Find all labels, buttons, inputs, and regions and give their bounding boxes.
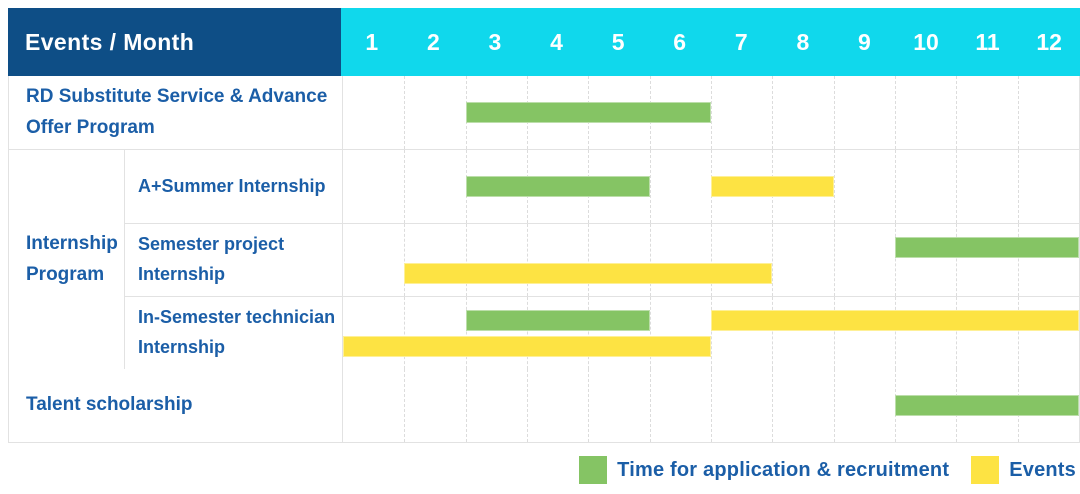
row-timeline bbox=[342, 150, 1079, 223]
month-gridline bbox=[956, 76, 958, 149]
row-label: RD Substitute Service & Advance Offer Pr… bbox=[26, 86, 328, 138]
month-gridline bbox=[404, 150, 406, 223]
month-gridline bbox=[404, 369, 406, 442]
month-gridline bbox=[711, 369, 712, 442]
month-header-row: 1 2 3 4 5 6 7 8 9 10 11 12 bbox=[341, 8, 1080, 76]
month-gridline bbox=[1017, 297, 1019, 369]
month-label: 11 bbox=[975, 28, 1000, 55]
month-gridline bbox=[711, 224, 712, 296]
month-gridline bbox=[465, 369, 467, 442]
month-label: 6 bbox=[673, 28, 687, 55]
table-row: A+Summer Internship bbox=[125, 150, 1079, 223]
group-label: Internship Program bbox=[9, 150, 125, 369]
month-gridline bbox=[1017, 150, 1019, 223]
month-gridline bbox=[956, 297, 958, 369]
gantt-bar-events bbox=[343, 336, 711, 357]
month-gridline bbox=[956, 224, 958, 296]
internship-program-group: Internship Program A+Summer Internship S… bbox=[9, 149, 1079, 369]
month-gridline bbox=[465, 224, 467, 296]
gantt-bar-recruitment bbox=[895, 395, 1079, 416]
month-label: 9 bbox=[858, 28, 871, 55]
month-gridline bbox=[404, 224, 406, 296]
month-label: 5 bbox=[611, 28, 625, 55]
table-row: In-Semester technician Internship bbox=[125, 296, 1079, 369]
gantt-bar-events bbox=[711, 310, 1079, 331]
row-timeline bbox=[342, 297, 1079, 369]
month-gridline bbox=[772, 369, 774, 442]
recruitment-swatch bbox=[579, 456, 608, 484]
month-label: 4 bbox=[550, 28, 563, 55]
month-gridline bbox=[527, 297, 528, 369]
month-gridline bbox=[527, 369, 528, 442]
month-gridline bbox=[772, 76, 774, 149]
gantt-bar-recruitment bbox=[465, 176, 650, 197]
month-gridline bbox=[833, 369, 835, 442]
table-header-title: Events / Month bbox=[8, 8, 341, 76]
month-gridline bbox=[404, 297, 406, 369]
month-gridline bbox=[895, 150, 896, 223]
events-month-table: Events / Month 1 2 3 4 5 6 7 8 9 10 11 12 RD Substi… bbox=[8, 8, 1080, 443]
month-gridline bbox=[588, 369, 590, 442]
month-gridline bbox=[649, 224, 651, 296]
group-subrows: A+Summer Internship Semester project Int… bbox=[125, 150, 1079, 369]
month-label: 8 bbox=[796, 28, 810, 55]
month-label: 12 bbox=[1036, 28, 1062, 55]
month-gridline bbox=[956, 150, 958, 223]
row-label: A+Summer Internship bbox=[138, 175, 326, 196]
legend-label: Time for application & recruitment bbox=[617, 458, 950, 481]
month-gridline bbox=[833, 224, 835, 296]
gantt-bar-recruitment bbox=[465, 310, 650, 331]
month-gridline bbox=[833, 297, 835, 369]
month-gridline bbox=[772, 297, 774, 369]
gantt-bar-recruitment bbox=[465, 102, 711, 123]
month-gridline bbox=[649, 369, 651, 442]
month-gridline bbox=[895, 76, 896, 149]
month-gridline bbox=[1017, 224, 1019, 296]
month-label: 1 bbox=[365, 28, 379, 55]
month-gridline bbox=[404, 76, 406, 149]
month-gridline bbox=[711, 76, 712, 149]
legend-item: Events bbox=[971, 456, 1076, 484]
row-label: In-Semester technician Internship bbox=[138, 307, 336, 357]
legend-label: Events bbox=[1009, 458, 1076, 481]
month-gridline bbox=[772, 224, 774, 296]
row-label: Talent scholarship bbox=[26, 394, 193, 416]
table-row: RD Substitute Service & Advance Offer Pr… bbox=[9, 76, 1079, 149]
month-label: 7 bbox=[734, 28, 748, 55]
row-label: Semester project Internship bbox=[138, 234, 285, 284]
month-gridline bbox=[711, 297, 712, 369]
month-gridline bbox=[895, 224, 896, 296]
month-gridline bbox=[833, 76, 835, 149]
row-timeline bbox=[342, 76, 1079, 149]
table-body: RD Substitute Service & Advance Offer Pr… bbox=[8, 76, 1080, 443]
row-timeline bbox=[342, 224, 1079, 296]
table-header-row: Events / Month 1 2 3 4 5 6 7 8 9 10 11 12 bbox=[8, 8, 1080, 76]
table-row: Talent scholarship bbox=[9, 369, 1079, 442]
row-timeline bbox=[342, 369, 1079, 442]
table-row: Semester project Internship bbox=[125, 223, 1079, 296]
gantt-bar-events bbox=[711, 176, 834, 197]
month-gridline bbox=[1017, 76, 1019, 149]
month-gridline bbox=[588, 224, 590, 296]
legend-item: Time for application & recruitment bbox=[579, 456, 949, 484]
gantt-bar-recruitment bbox=[895, 237, 1079, 258]
month-gridline bbox=[649, 150, 651, 223]
month-label: 3 bbox=[488, 28, 502, 55]
month-label: 2 bbox=[426, 28, 440, 55]
events-swatch bbox=[971, 456, 1000, 484]
gantt-bar-events bbox=[404, 263, 773, 284]
month-gridline bbox=[649, 297, 651, 369]
month-label: 10 bbox=[913, 28, 939, 55]
legend: Time for application & recruitment Event… bbox=[579, 456, 1076, 484]
month-gridline bbox=[895, 297, 896, 369]
month-gridline bbox=[588, 297, 590, 369]
month-gridline bbox=[465, 297, 467, 369]
month-gridline bbox=[833, 150, 835, 223]
month-gridline bbox=[527, 224, 528, 296]
